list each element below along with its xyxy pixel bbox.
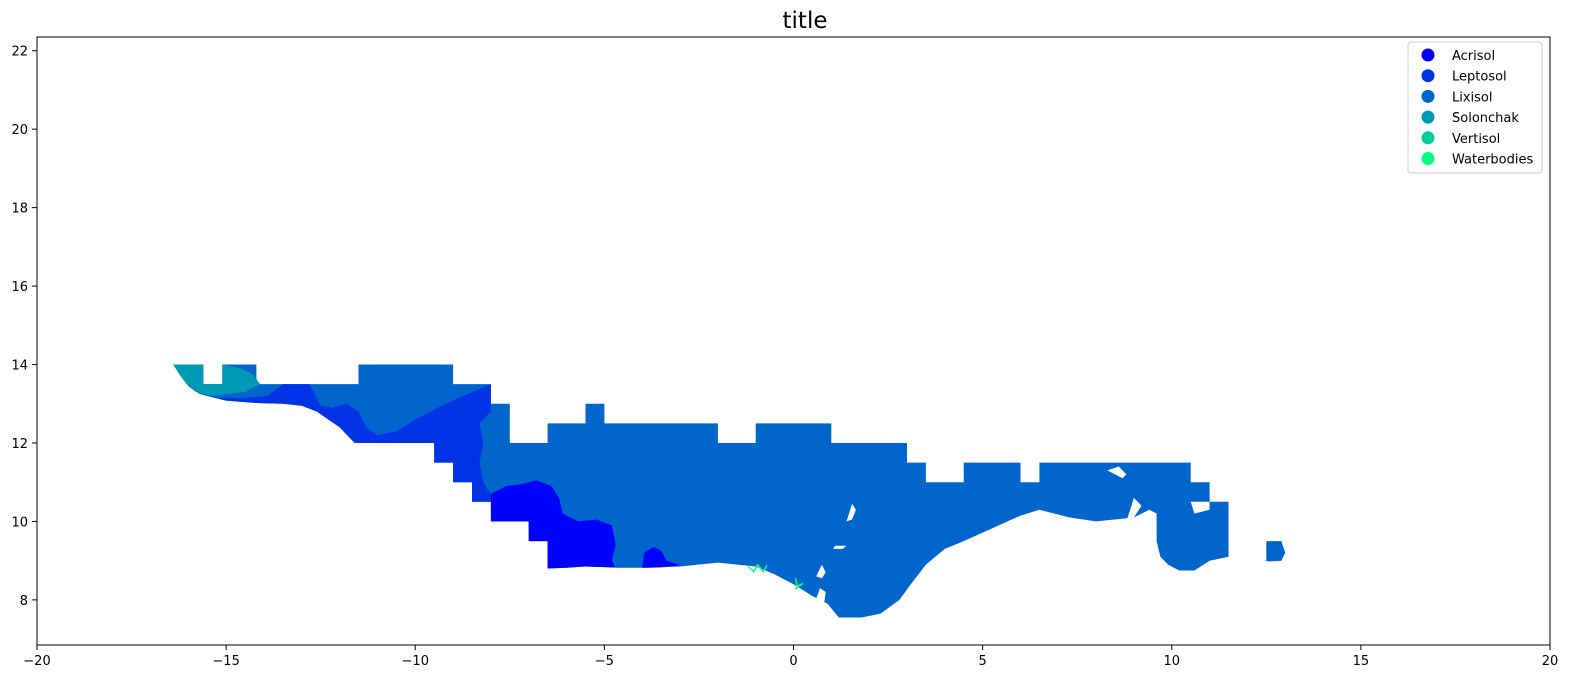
legend-label: Solonchak (1452, 111, 1519, 126)
unmapped-hole (814, 588, 826, 606)
chart-title: title (783, 8, 828, 34)
legend-label: Leptosol (1452, 70, 1507, 85)
x-tick-label: 0 (789, 654, 797, 669)
legend-marker (1421, 48, 1435, 62)
unmapped-hole (1107, 466, 1127, 479)
waterbody-mark (747, 563, 768, 573)
x-tick-label: −5 (595, 654, 614, 669)
legend-label: Waterbodies (1452, 153, 1533, 168)
y-tick-label: 10 (11, 515, 28, 530)
legend: Acrisol Leptosol Lixisol Solonchak Vertisol W… (1407, 41, 1543, 174)
y-tick-label: 22 (11, 45, 28, 60)
x-tick-label: −10 (402, 654, 429, 669)
y-tick-label: 18 (11, 202, 28, 217)
y-tick-label: 14 (11, 359, 28, 374)
legend-label: Acrisol (1452, 49, 1495, 64)
x-tick-label: −20 (23, 654, 50, 669)
waterbody-mark (794, 578, 804, 590)
y-tick-label: 16 (11, 280, 28, 295)
unmapped-hole (846, 503, 856, 522)
y-tick-label: 8 (20, 594, 28, 609)
region-acrisol (642, 546, 680, 568)
legend-marker (1421, 110, 1435, 124)
unmapped-hole (1126, 497, 1142, 522)
unmapped-hole (1190, 501, 1210, 514)
legend-marker (1421, 69, 1435, 83)
y-tick-label: 20 (11, 123, 28, 138)
region-solonchak (173, 364, 261, 396)
x-axis: −20 −15 −10 −5 0 5 10 15 20 (23, 645, 1558, 669)
x-tick-label: 20 (1542, 654, 1559, 669)
unmapped-hole (833, 545, 847, 549)
region-leptosol (199, 384, 491, 502)
unmapped-hole (816, 564, 826, 579)
x-tick-label: 10 (1163, 654, 1180, 669)
region-lixisol (173, 364, 1229, 618)
unmapped-hole (1141, 509, 1157, 522)
x-tick-label: −15 (212, 654, 239, 669)
region-lixisol (1262, 541, 1286, 562)
map-area (173, 364, 1286, 618)
x-tick-label: 5 (978, 654, 986, 669)
legend-marker (1421, 89, 1435, 103)
legend-label: Vertisol (1452, 132, 1500, 147)
y-tick-label: 12 (11, 437, 28, 452)
region-acrisol (490, 480, 624, 569)
y-axis: 8 10 12 14 16 18 20 22 (11, 45, 37, 609)
legend-box (1407, 41, 1543, 174)
legend-label: Lixisol (1452, 90, 1493, 105)
x-tick-label: 15 (1353, 654, 1370, 669)
legend-marker (1421, 152, 1435, 165)
legend-marker (1421, 131, 1435, 145)
